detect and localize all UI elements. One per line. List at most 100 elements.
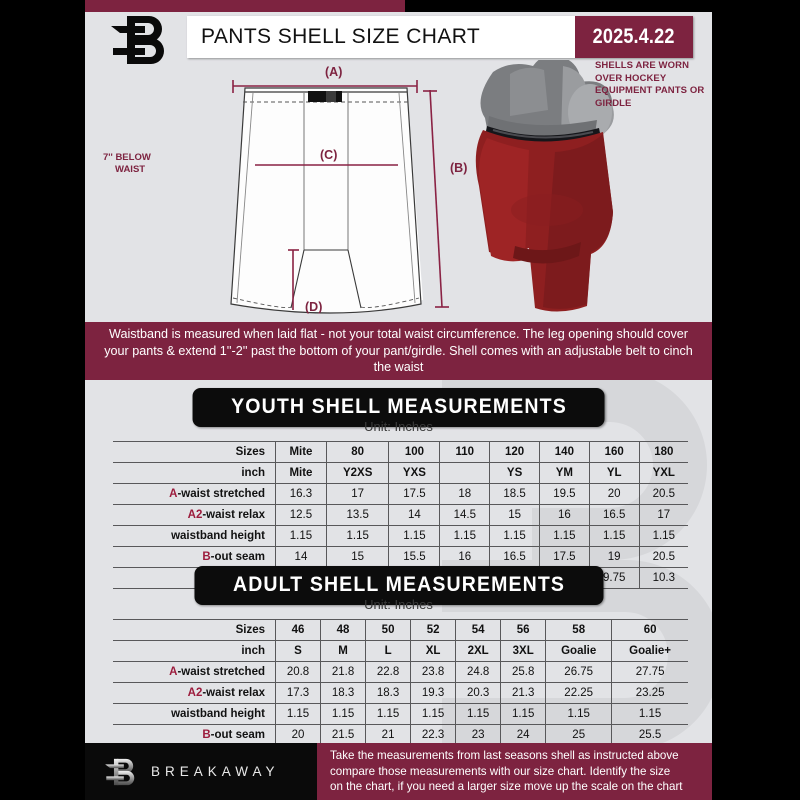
table-cell: 1.15: [489, 525, 540, 547]
table-cell: YXL: [639, 462, 688, 484]
row-label: waistband height: [113, 525, 276, 547]
table-row: B-out seam 20 21.5 21 22.3 23 24 25 25.5: [113, 724, 688, 746]
top-maroon-strip: [85, 0, 405, 12]
table-cell: 18.3: [320, 682, 367, 704]
table-cell: 23.8: [410, 661, 457, 683]
table-cell: 17: [639, 504, 688, 526]
table-cell: 50: [365, 619, 412, 641]
table-cell: 1.15: [539, 525, 590, 547]
table-cell: 18: [439, 483, 491, 505]
waist-note-line-1: 7'' BELOW: [103, 152, 151, 163]
table-cell: 17.5: [388, 483, 441, 505]
footer-instructions: Take the measurements from last seasons …: [317, 743, 712, 800]
page-footer: BREAKAWAY Take the measurements from las…: [85, 743, 712, 800]
page-header: PANTS SHELL SIZE CHART 2025.4.22: [85, 12, 712, 64]
table-cell: 19: [589, 546, 640, 568]
row-label: A-waist stretched: [113, 661, 276, 683]
measurement-instructions-banner: Waistband is measured when laid flat - n…: [85, 322, 712, 380]
youth-section-heading: YOUTH SHELL MEASUREMENTS: [192, 388, 605, 427]
product-photo: [475, 60, 614, 312]
table-cell: 1.15: [439, 525, 491, 547]
row-label: Sizes: [113, 441, 276, 463]
table-cell: 1.15: [275, 525, 327, 547]
table-row: waistband height 1.15 1.15 1.15 1.15 1.15 1.15…: [113, 703, 688, 725]
footer-brand-name: BREAKAWAY: [151, 764, 280, 779]
table-cell: L: [365, 640, 412, 662]
row-label-mark: B: [202, 729, 211, 741]
table-cell: 21.3: [500, 682, 547, 704]
table-cell: 58: [545, 619, 613, 641]
table-row: A-waist stretched 20.8 21.8 22.8 23.8 24.8 25.…: [113, 661, 688, 683]
table-cell: 1.15: [500, 703, 547, 725]
row-label-mark: A2: [187, 687, 203, 699]
label-a: (A): [325, 65, 342, 79]
row-label-mark: B: [202, 551, 211, 563]
table-cell: 100: [388, 441, 441, 463]
table-cell: 120: [489, 441, 540, 463]
table-cell: Mite: [275, 441, 327, 463]
row-label: inch: [113, 462, 276, 484]
row-label: A2-waist relax: [113, 682, 276, 704]
table-cell: 1.15: [410, 703, 457, 725]
table-cell: 1.15: [611, 703, 688, 725]
table-cell: Mite: [275, 462, 327, 484]
table-cell: 46: [275, 619, 322, 641]
adult-size-table: Sizes 46 48 50 52 54 56 58 60 inch S M L XL 2XL 3XL Goal…: [113, 619, 688, 767]
row-label-mark: A: [169, 488, 178, 500]
footer-note-line-1: Take the measurements from last seasons …: [330, 749, 679, 763]
table-cell: 2XL: [455, 640, 502, 662]
table-cell: 24.8: [455, 661, 502, 683]
row-label-mark: A: [169, 666, 178, 678]
table-cell: 22.8: [365, 661, 412, 683]
table-cell: 10.3: [639, 567, 688, 589]
table-cell: 160: [589, 441, 640, 463]
table-cell: 48: [320, 619, 367, 641]
table-cell: YL: [589, 462, 640, 484]
footer-note-line-3: on the chart, if you need a larger size …: [330, 780, 683, 794]
table-cell: 1.15: [639, 525, 688, 547]
dimension-lines: [232, 80, 449, 310]
breakaway-b-logo-footer-icon: [105, 758, 135, 785]
page-title: PANTS SHELL SIZE CHART: [201, 25, 481, 48]
table-row: Sizes 46 48 50 52 54 56 58 60: [113, 619, 688, 641]
title-bar: PANTS SHELL SIZE CHART 2025.4.22: [187, 16, 693, 58]
youth-unit-label: Unit: Inches: [364, 419, 433, 434]
table-row: A2-waist relax 12.5 13.5 14 14.5 15 16 16.5 17: [113, 504, 688, 526]
table-cell: 12.5: [275, 504, 327, 526]
table-cell: Y2XS: [326, 462, 390, 484]
table-cell: 1.15: [326, 525, 390, 547]
table-cell: 19.3: [410, 682, 457, 704]
footer-brand: BREAKAWAY: [85, 743, 317, 800]
row-label: B-out seam: [113, 546, 276, 568]
table-cell: Goalie+: [611, 640, 688, 662]
table-row: B-out seam 14 15 15.5 16 16.5 17.5 19 20.5: [113, 546, 688, 568]
table-cell: 16.3: [275, 483, 327, 505]
shorts-line-drawing: [230, 87, 423, 314]
table-cell: 20: [589, 483, 640, 505]
table-cell: 52: [410, 619, 457, 641]
breakaway-b-logo-icon: [111, 16, 164, 64]
top-black-strip: [405, 0, 712, 12]
table-cell: 60: [611, 619, 688, 641]
label-c: (C): [320, 148, 337, 162]
shell-diagram: (A) (B) (C) (D) 7'' BELOW WAIST: [85, 60, 712, 318]
table-cell: 1.15: [275, 703, 322, 725]
table-cell: 16: [439, 546, 491, 568]
table-cell: 180: [639, 441, 688, 463]
youth-size-table: Sizes Mite 80 100 110 120 140 160 180 inch Mite Y2X…: [113, 441, 688, 589]
table-cell: M: [320, 640, 367, 662]
table-row: inch Mite Y2XS YXS YS YM YL YXL: [113, 462, 688, 484]
table-cell: [439, 462, 491, 484]
table-cell: 20.8: [275, 661, 322, 683]
table-cell: 20.5: [639, 546, 688, 568]
row-label: A-waist stretched: [113, 483, 276, 505]
table-cell: S: [275, 640, 322, 662]
footer-note-line-2: compare those measurements with our size…: [330, 764, 671, 778]
waist-note-line-2: WAIST: [115, 164, 145, 175]
table-cell: 20.3: [455, 682, 502, 704]
row-label: A2-waist relax: [113, 504, 276, 526]
table-row: A-waist stretched 16.3 17 17.5 18 18.5 19.5 20 2…: [113, 483, 688, 505]
table-cell: 22.25: [545, 682, 613, 704]
table-cell: 15: [489, 504, 540, 526]
table-cell: 27.75: [611, 661, 688, 683]
